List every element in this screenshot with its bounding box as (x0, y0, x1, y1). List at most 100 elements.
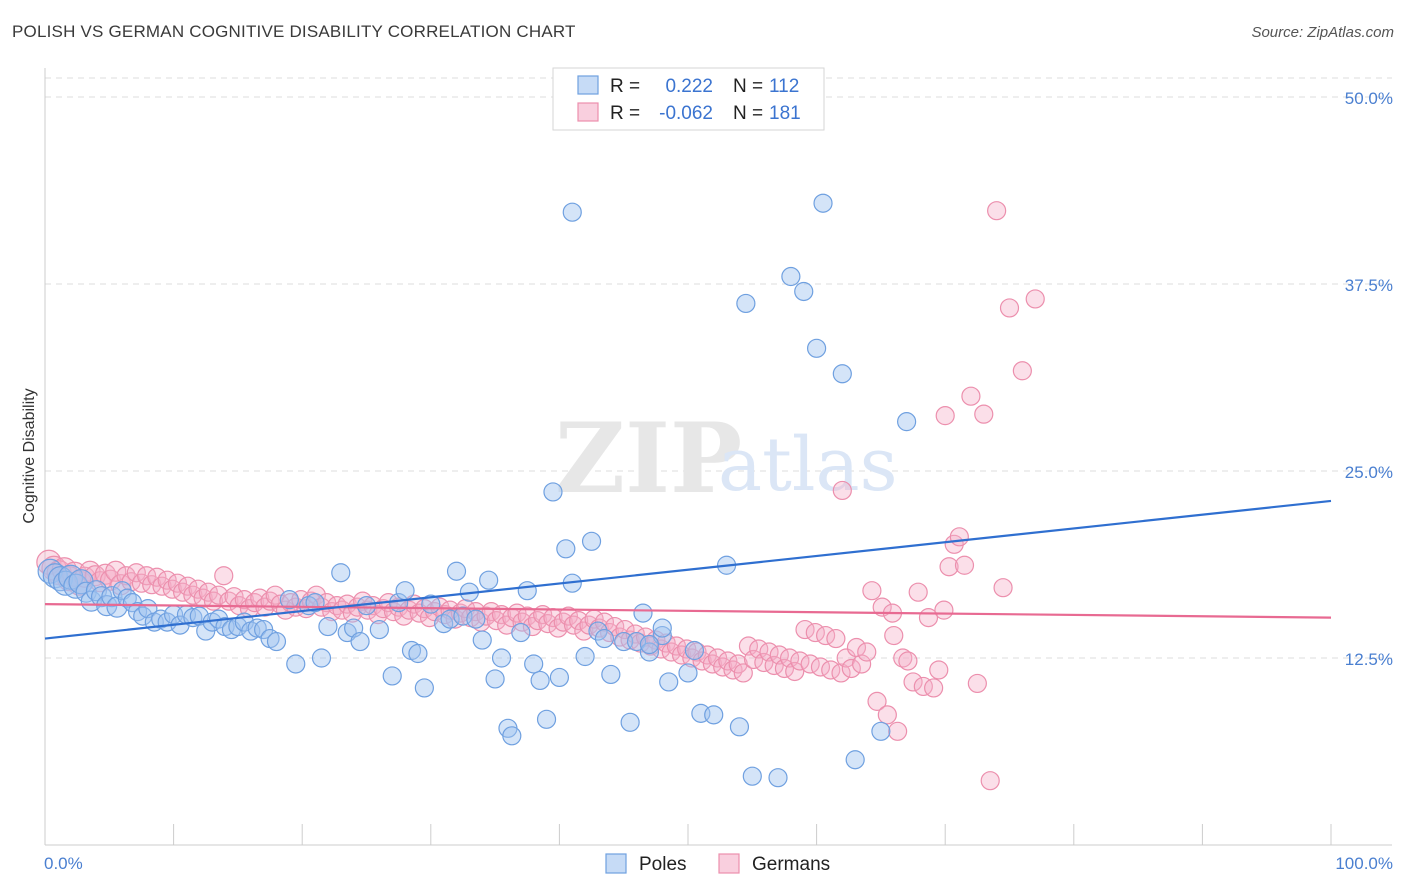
germans-point (1012, 361, 1032, 381)
legend-n-value-germans: 181 (769, 103, 801, 124)
poles-point (806, 338, 827, 358)
trend-lines (44, 499, 1332, 640)
poles-point (781, 266, 801, 287)
poles-point (659, 672, 679, 692)
germans-point (517, 606, 537, 626)
poles-point (620, 712, 640, 732)
y-tick-label: 50.0% (1345, 89, 1393, 108)
germans-point (862, 581, 882, 601)
poles-point (575, 646, 595, 667)
x-tick-label: 100.0% (1335, 854, 1393, 873)
germans-point (728, 654, 748, 674)
poles-point (318, 616, 338, 637)
germans-point (832, 480, 852, 501)
trend-line-germans (44, 603, 1332, 619)
poles-point (266, 631, 287, 652)
poles-point (247, 618, 267, 638)
germans-point (214, 566, 234, 586)
poles-point (729, 717, 750, 737)
legend-bottom: Poles Germans (605, 853, 830, 875)
poles-point (524, 654, 544, 674)
germans-point (466, 602, 486, 622)
germans-point (136, 566, 157, 586)
poles-point (414, 678, 434, 698)
germans-point (512, 612, 532, 632)
poles-point (594, 628, 615, 649)
germans-point (486, 610, 506, 631)
poles-point (350, 631, 370, 652)
poles-point (639, 642, 660, 662)
poles-point (639, 634, 660, 655)
poles-point (633, 603, 653, 623)
poles-point (536, 709, 557, 729)
trend-line-poles (44, 499, 1332, 640)
y-tick-label: 25.0% (1345, 463, 1393, 482)
germans-point (898, 651, 918, 671)
poles-point (311, 648, 332, 668)
germans-point (888, 721, 908, 741)
legend-r-label-germans: R = (610, 103, 640, 124)
poles-point (684, 640, 705, 661)
poles-point (408, 643, 428, 664)
germans-point (934, 600, 954, 620)
poles-point (472, 630, 492, 650)
legend-r-value-germans: -0.062 (659, 103, 713, 124)
legend-n-value-poles: 112 (769, 76, 799, 97)
germans-point (538, 613, 558, 634)
series-poles (37, 193, 917, 788)
legend-n-label-poles: N = (733, 76, 763, 97)
germans-point (939, 557, 959, 577)
watermark-zip: ZIP (555, 402, 742, 515)
poles-point (286, 654, 306, 674)
y-tick-label: 12.5% (1345, 650, 1393, 669)
germans-point (974, 404, 994, 424)
germans-point (831, 663, 851, 683)
germans-point (877, 705, 897, 725)
germans-point (924, 678, 944, 698)
y-tick-labels: 12.5% 25.0% 37.5% 50.0% (1345, 89, 1393, 669)
germans-point (980, 771, 1000, 791)
watermark-atlas: atlas (718, 422, 898, 508)
germans-point (857, 642, 877, 662)
legend-n-label-germans: N = (733, 103, 763, 124)
germans-point (987, 201, 1007, 221)
gridlines (45, 77, 1392, 659)
poles-point (678, 663, 698, 683)
source-credit: Source: ZipAtlas.com (1251, 24, 1394, 41)
germans-point (852, 654, 872, 674)
germans-point (558, 606, 579, 626)
poles-point (601, 664, 621, 685)
poles-point (466, 609, 486, 629)
germans-point (903, 672, 923, 692)
germans-point (993, 578, 1013, 598)
poles-point (581, 531, 602, 551)
poles-point (871, 721, 891, 741)
germans-point (999, 298, 1020, 318)
germans-point (961, 386, 981, 406)
germans-point (306, 585, 326, 605)
poles-point (331, 563, 351, 583)
germans-point (1025, 289, 1045, 309)
poles-point (897, 412, 917, 432)
poles-point (47, 566, 74, 592)
germans-point (929, 660, 949, 680)
legend-swatch-poles (577, 75, 599, 95)
poles-point (562, 202, 582, 222)
germans-point (913, 676, 933, 697)
germans-point (291, 590, 311, 610)
germans-point (445, 609, 465, 629)
y-axis-title: Cognitive Disability (21, 388, 38, 523)
germans-point (954, 555, 975, 575)
poles-point (813, 193, 833, 213)
poles-point (479, 570, 499, 590)
poles-point (832, 364, 852, 384)
poles-point (511, 622, 531, 643)
poles-point (530, 670, 550, 691)
poles-point (382, 666, 402, 686)
germans-point (908, 582, 928, 602)
poles-point (742, 766, 762, 786)
germans-point (569, 610, 589, 631)
poles-point (279, 590, 299, 610)
poles-point (556, 539, 576, 559)
